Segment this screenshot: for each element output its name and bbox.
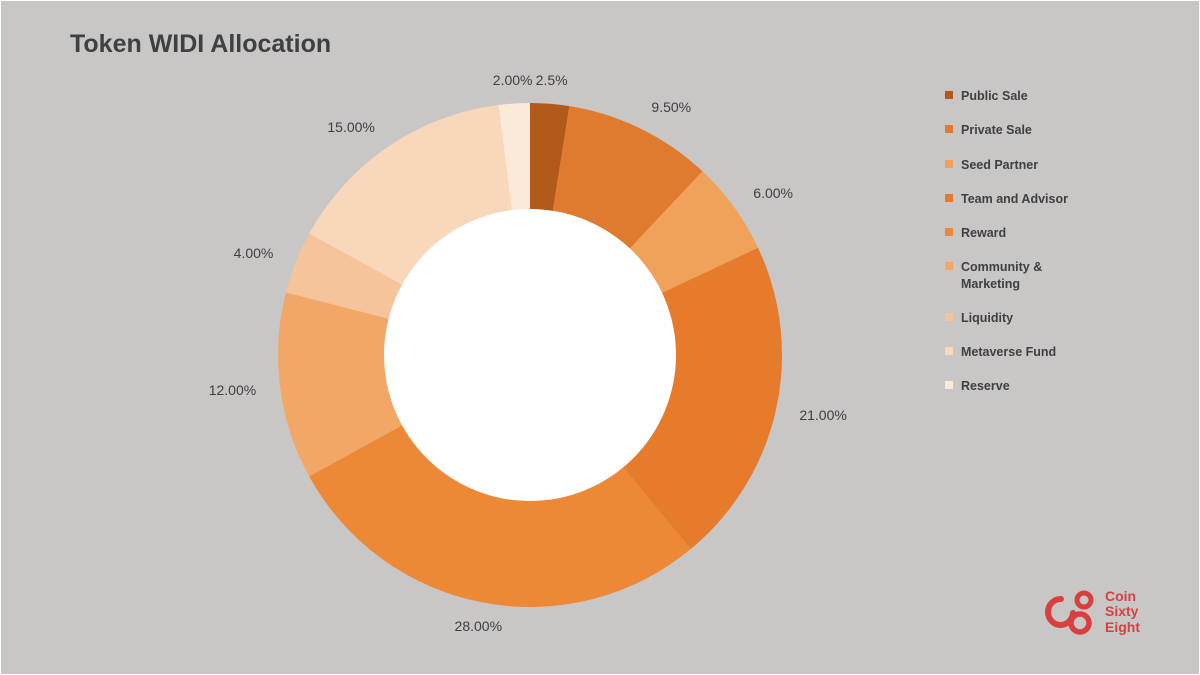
donut-svg — [265, 90, 795, 620]
legend-item: Private Sale — [945, 122, 1100, 138]
legend-item: Reserve — [945, 378, 1100, 394]
legend: Public Sale Private Sale Seed Partner Team … — [945, 88, 1100, 413]
legend-label: Seed Partner — [961, 157, 1038, 173]
slice-label: 12.00% — [209, 382, 256, 398]
logo-line-2: Sixty — [1105, 604, 1140, 619]
legend-item: Community & Marketing — [945, 259, 1100, 292]
brand-logo: Coin Sixty Eight — [1043, 587, 1140, 637]
legend-item: Seed Partner — [945, 157, 1100, 173]
slice-label: 21.00% — [799, 407, 846, 423]
legend-swatch — [945, 125, 953, 133]
logo-icon — [1043, 587, 1099, 637]
slice-label: 28.00% — [455, 618, 502, 634]
legend-label: Team and Advisor — [961, 191, 1068, 207]
slice-label: 2.5% — [536, 72, 568, 88]
legend-swatch — [945, 91, 953, 99]
legend-swatch — [945, 262, 953, 270]
legend-swatch — [945, 194, 953, 202]
page-title: Token WIDI Allocation — [70, 30, 331, 59]
legend-label: Community & Marketing — [961, 259, 1100, 292]
donut-hole — [384, 209, 676, 501]
slice-label: 15.00% — [327, 119, 374, 135]
legend-label: Reserve — [961, 378, 1010, 394]
legend-item: Metaverse Fund — [945, 344, 1100, 360]
legend-label: Reward — [961, 225, 1006, 241]
legend-item: Public Sale — [945, 88, 1100, 104]
legend-item: Liquidity — [945, 310, 1100, 326]
legend-label: Liquidity — [961, 310, 1013, 326]
slice-label: 9.50% — [651, 99, 691, 115]
slice-label: 2.00% — [493, 72, 533, 88]
legend-swatch — [945, 381, 953, 389]
legend-swatch — [945, 160, 953, 168]
logo-text: Coin Sixty Eight — [1105, 589, 1140, 635]
logo-line-3: Eight — [1105, 620, 1140, 635]
legend-label: Public Sale — [961, 88, 1028, 104]
legend-label: Metaverse Fund — [961, 344, 1056, 360]
donut-chart: 2.5%9.50%6.00%21.00%28.00%12.00%4.00%15.… — [265, 90, 795, 620]
legend-item: Team and Advisor — [945, 191, 1100, 207]
logo-line-1: Coin — [1105, 589, 1140, 604]
legend-label: Private Sale — [961, 122, 1032, 138]
legend-swatch — [945, 313, 953, 321]
slice-label: 4.00% — [234, 245, 274, 261]
legend-swatch — [945, 347, 953, 355]
legend-swatch — [945, 228, 953, 236]
slice-label: 6.00% — [753, 185, 793, 201]
legend-item: Reward — [945, 225, 1100, 241]
